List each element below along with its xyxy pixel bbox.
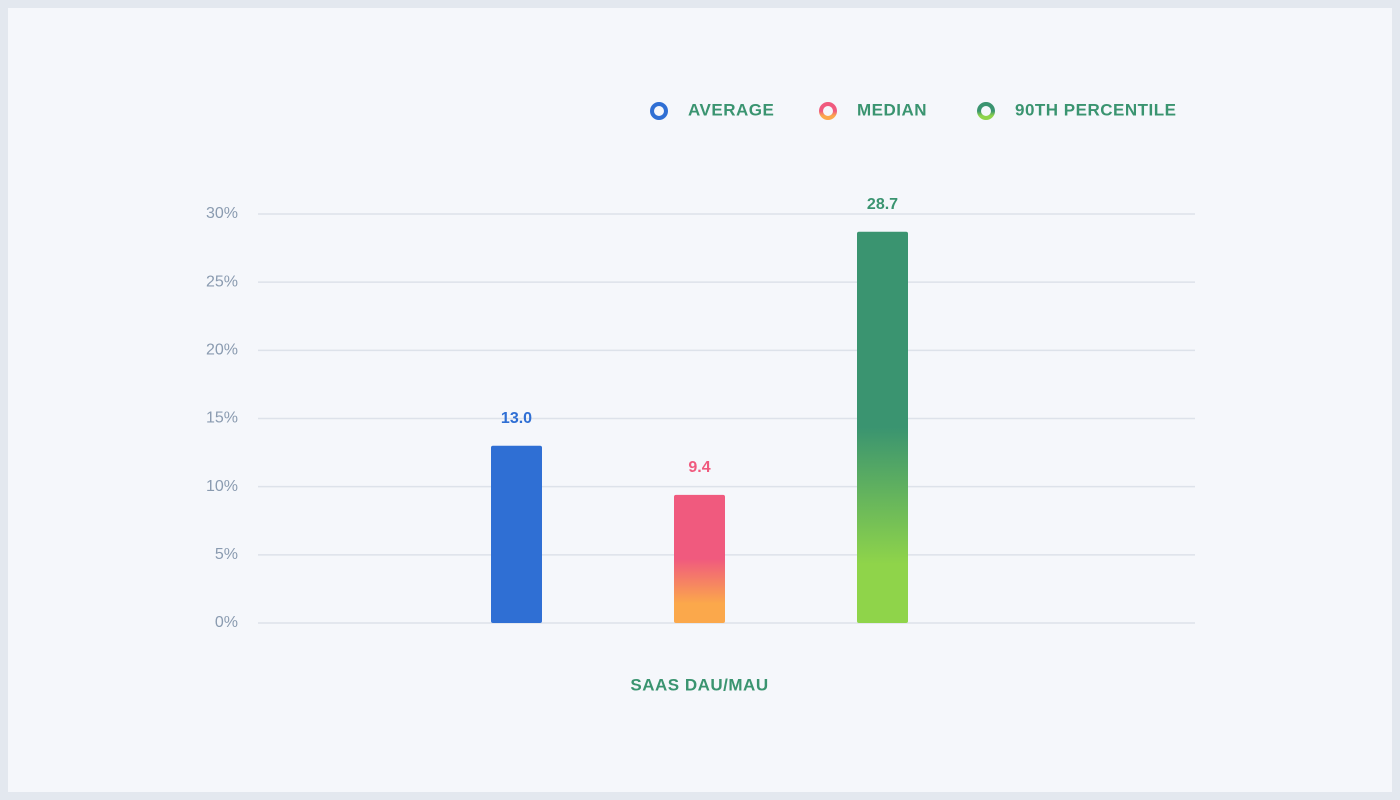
- y-tick-label: 5%: [215, 546, 238, 563]
- legend-label: AVERAGE: [688, 100, 774, 119]
- x-tick-label: SAAS DAU/MAU: [630, 675, 768, 694]
- value-label: 9.4: [688, 459, 710, 476]
- panel: [8, 8, 1392, 792]
- bar: [857, 231, 908, 623]
- legend-marker: [650, 102, 668, 120]
- y-tick-label: 20%: [206, 342, 238, 359]
- bar: [674, 494, 725, 623]
- y-tick-label: 10%: [206, 478, 238, 495]
- legend-marker: [819, 102, 837, 120]
- y-tick-label: 25%: [206, 273, 238, 290]
- value-label: 13.0: [501, 410, 532, 427]
- bar: [491, 445, 542, 623]
- legend-label: 90TH PERCENTILE: [1015, 100, 1176, 119]
- y-tick-label: 0%: [215, 614, 238, 631]
- legend-marker: [977, 102, 995, 120]
- value-label: 28.7: [867, 196, 898, 213]
- legend-label: MEDIAN: [857, 100, 927, 119]
- y-tick-label: 30%: [206, 205, 238, 222]
- y-tick-label: 15%: [206, 410, 238, 427]
